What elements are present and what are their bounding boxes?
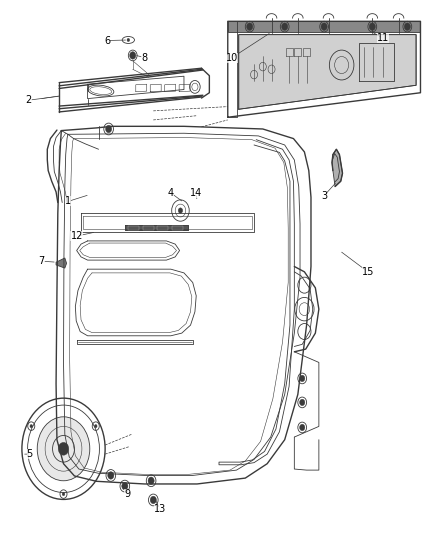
Circle shape <box>369 23 375 30</box>
Circle shape <box>58 442 69 455</box>
Circle shape <box>122 482 128 490</box>
Polygon shape <box>332 149 343 187</box>
Polygon shape <box>56 258 67 268</box>
Polygon shape <box>228 21 420 32</box>
Circle shape <box>150 496 156 504</box>
Circle shape <box>404 23 410 30</box>
Text: 6: 6 <box>104 36 110 45</box>
Circle shape <box>130 52 136 59</box>
Circle shape <box>30 424 32 427</box>
Circle shape <box>282 23 288 30</box>
Text: 15: 15 <box>362 267 374 277</box>
Text: 11: 11 <box>377 34 389 43</box>
Text: 14: 14 <box>190 188 202 198</box>
Text: 13: 13 <box>154 504 166 514</box>
Circle shape <box>148 477 154 484</box>
Text: 1: 1 <box>65 197 71 206</box>
Circle shape <box>108 472 114 479</box>
Text: 8: 8 <box>141 53 148 62</box>
Circle shape <box>247 23 253 30</box>
Circle shape <box>62 492 65 496</box>
Polygon shape <box>125 225 188 230</box>
Circle shape <box>106 125 112 133</box>
Circle shape <box>127 38 130 42</box>
Circle shape <box>321 23 327 30</box>
Text: 5: 5 <box>27 449 33 459</box>
Circle shape <box>300 375 305 382</box>
Text: 2: 2 <box>25 95 32 105</box>
Circle shape <box>300 424 305 431</box>
Text: 7: 7 <box>39 256 45 266</box>
Text: 10: 10 <box>226 53 238 62</box>
Circle shape <box>37 417 90 481</box>
Text: 3: 3 <box>321 191 327 200</box>
Text: 12: 12 <box>71 231 83 241</box>
Polygon shape <box>239 35 416 109</box>
Circle shape <box>95 424 97 427</box>
Circle shape <box>300 399 305 406</box>
Circle shape <box>178 208 183 213</box>
Text: 4: 4 <box>168 188 174 198</box>
Text: 9: 9 <box>124 489 130 499</box>
